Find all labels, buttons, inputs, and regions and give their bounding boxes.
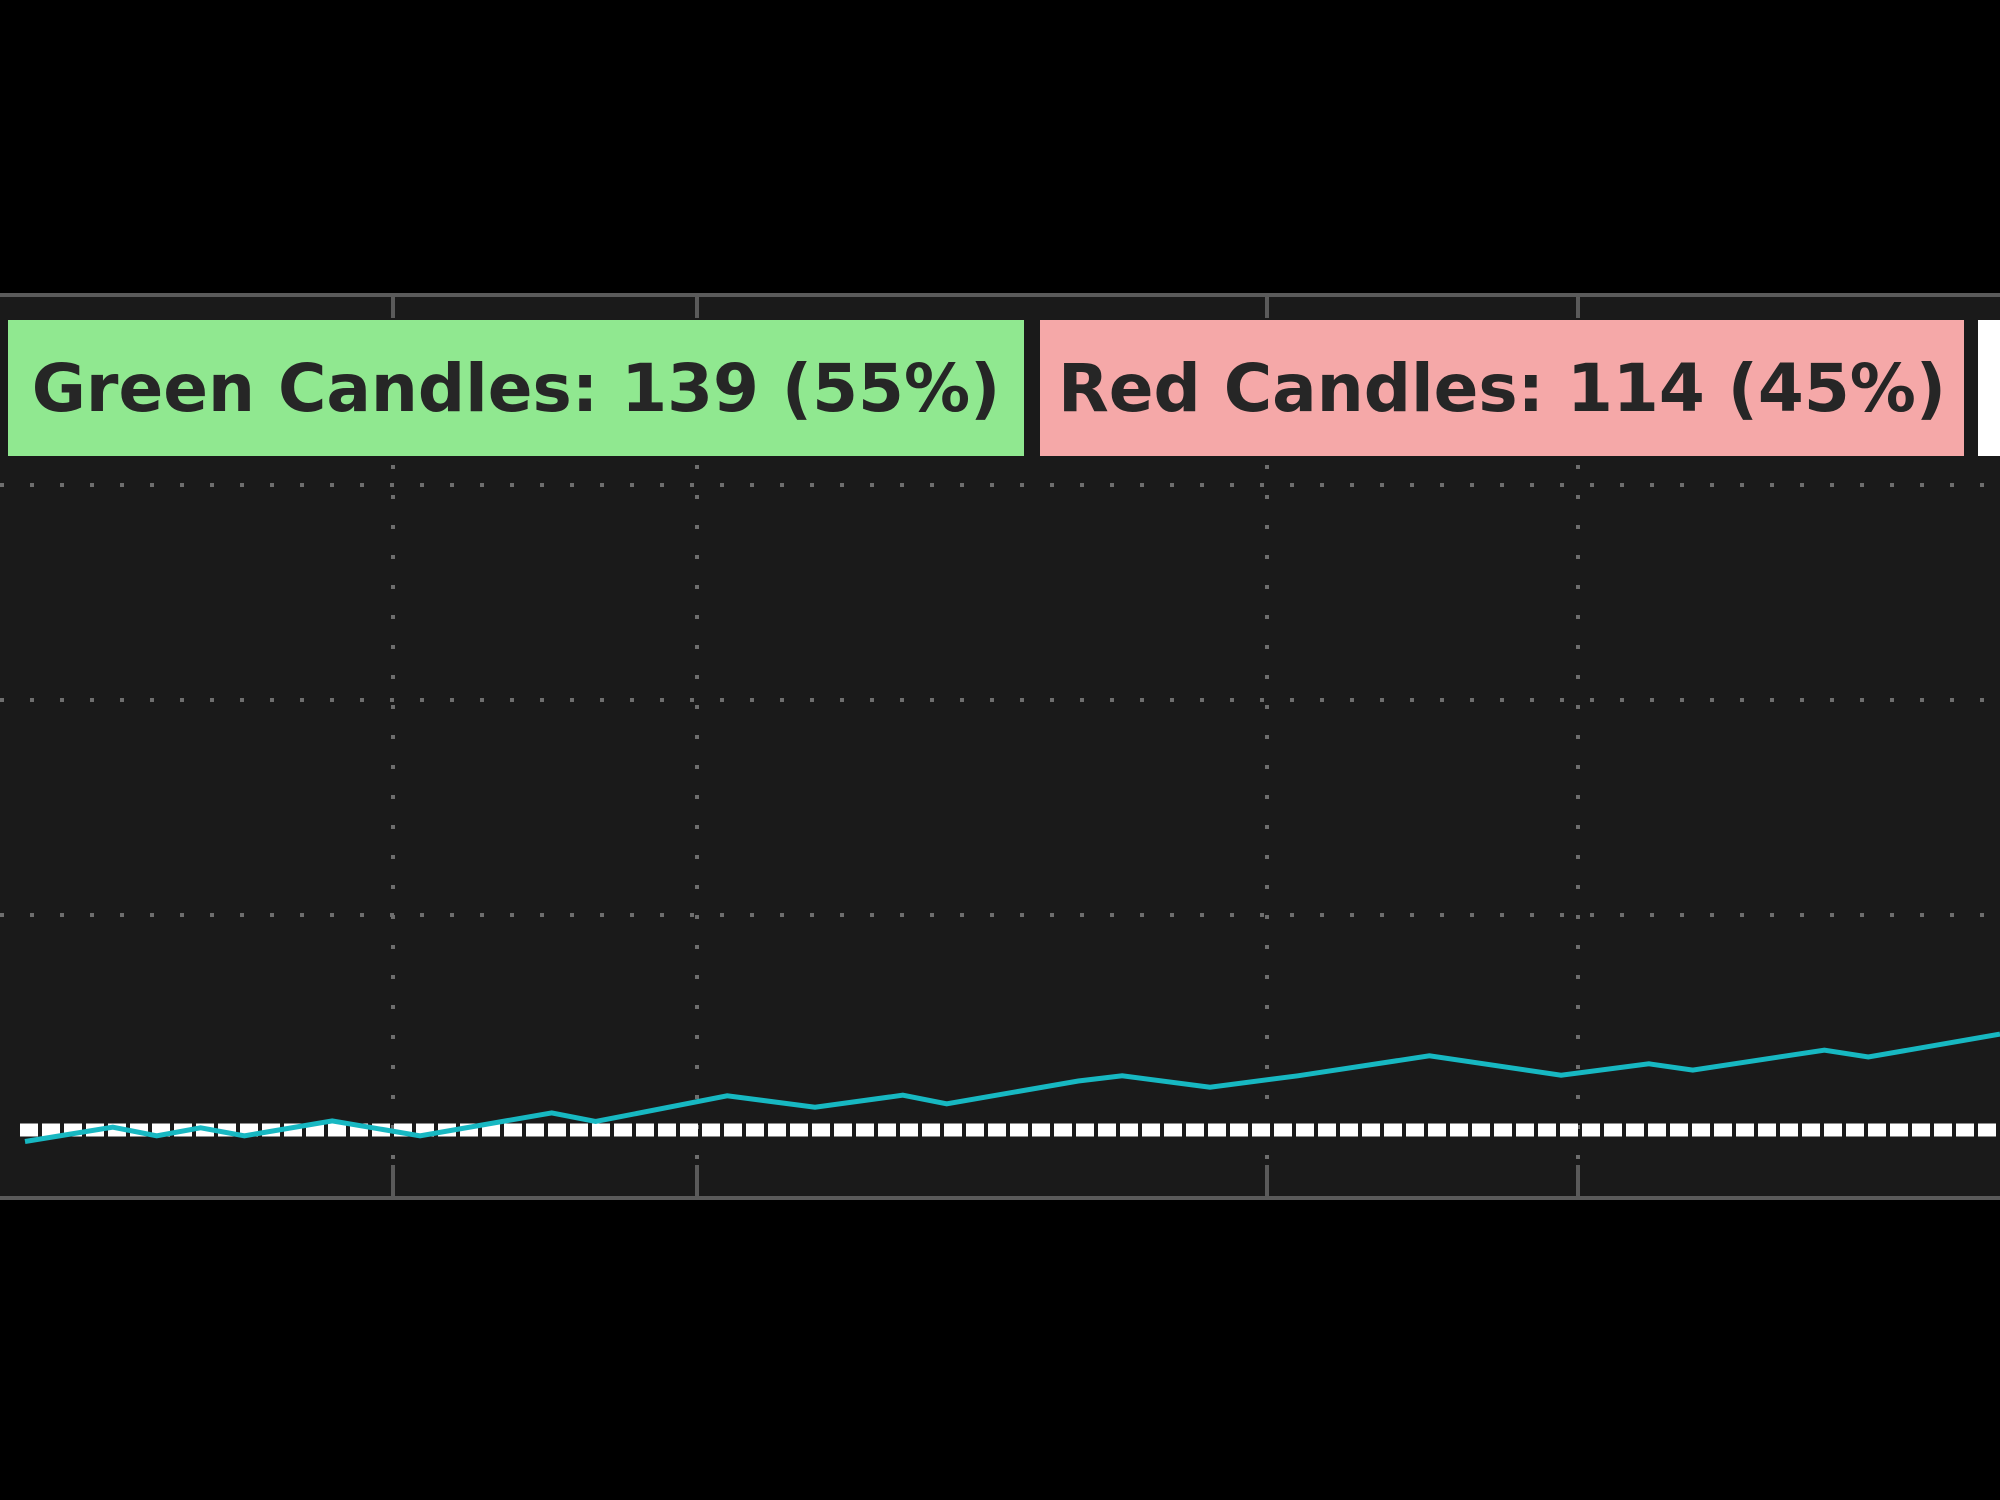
green-candles-badge: Green Candles: 139 (55%) [8, 320, 1024, 456]
series-line-0 [24, 1031, 2000, 1144]
red-candles-badge: Red Candles: 114 (45%) [1040, 320, 1964, 456]
red-candles-label: Red Candles: 114 (45%) [1057, 349, 1947, 427]
third-badge-partial [1978, 320, 2000, 456]
green-candles-label: Green Candles: 139 (55%) [31, 349, 1001, 427]
